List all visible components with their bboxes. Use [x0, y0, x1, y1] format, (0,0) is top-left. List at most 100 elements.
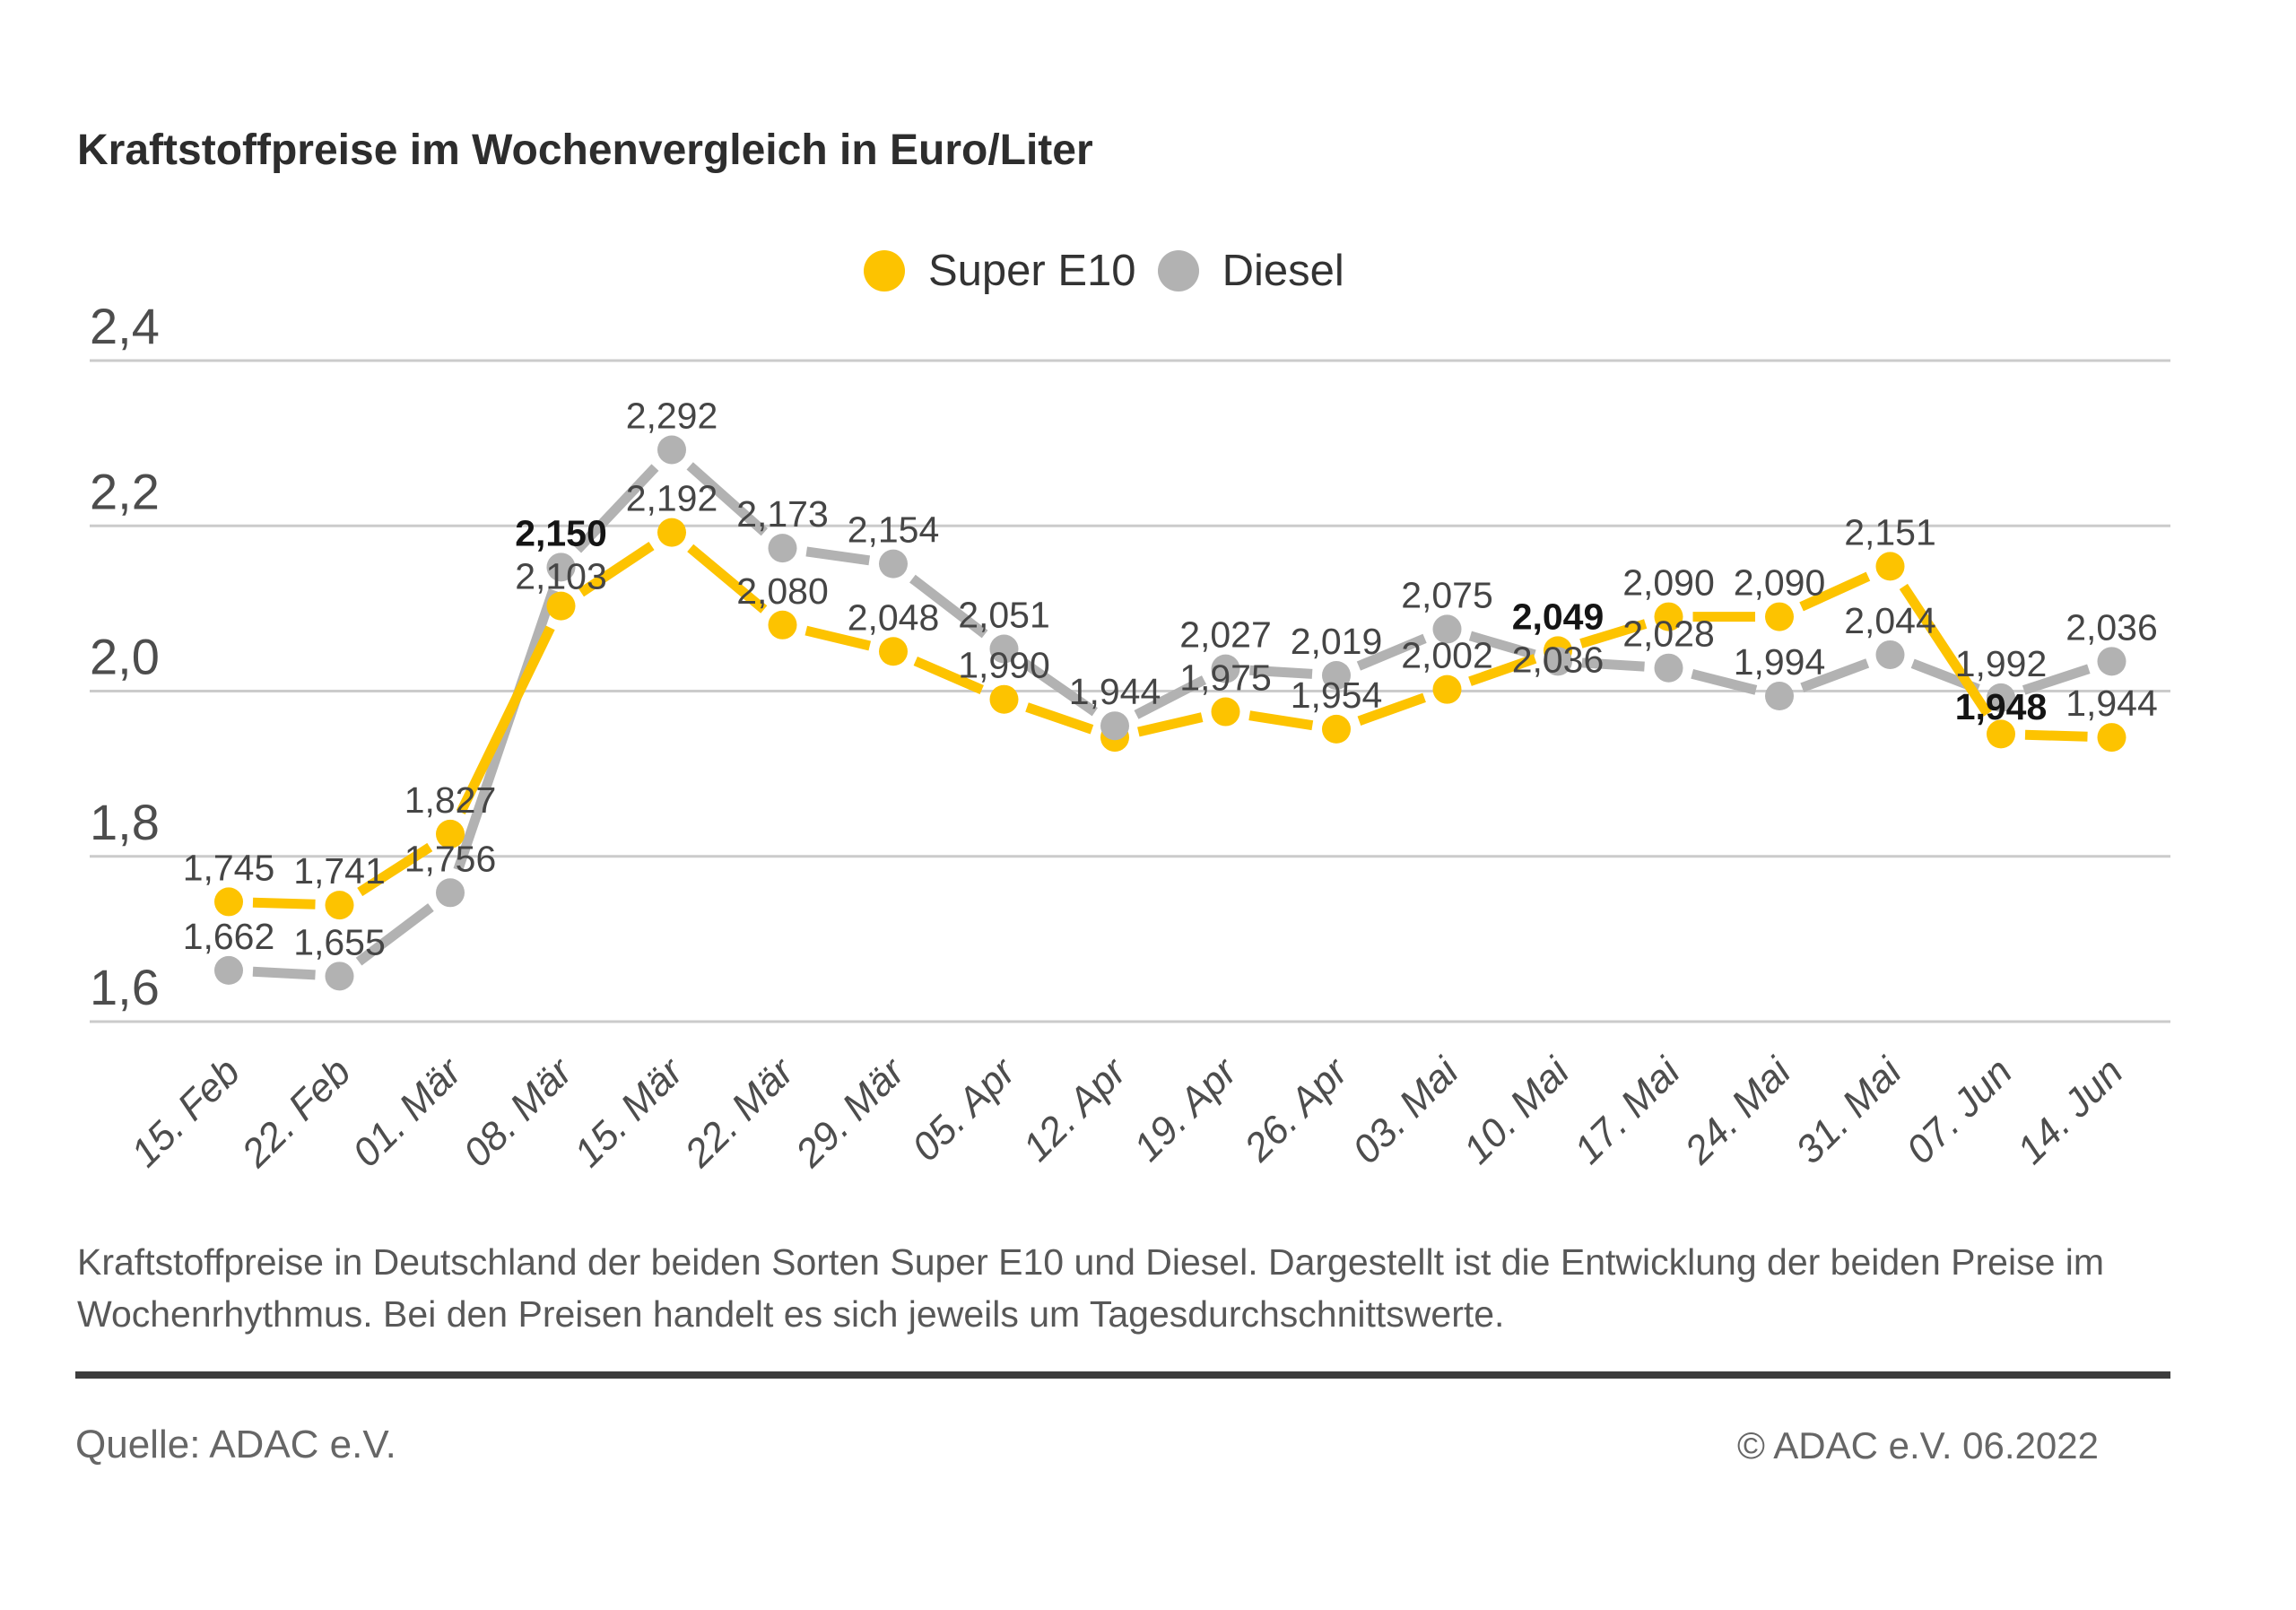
x-axis-label: 29. Mär	[787, 1049, 914, 1176]
data-point-label: 2,103	[515, 555, 607, 596]
x-axis-label: 31. Mai	[1787, 1049, 1911, 1173]
series-segment-diesel	[909, 574, 988, 639]
series-segment-diesel	[1691, 669, 1758, 695]
legend-marker-diesel-icon	[1157, 250, 1199, 292]
series-segment-diesel	[2022, 664, 2091, 695]
data-point-label: 2,028	[1622, 614, 1715, 655]
series-segment-super-e10	[1137, 712, 1204, 737]
data-point-diesel	[768, 534, 797, 563]
data-point-label: 1,990	[958, 645, 1050, 686]
series-segment-diesel	[686, 462, 768, 536]
series-segment-super-e10	[1025, 702, 1094, 735]
data-point-diesel	[1211, 654, 1240, 683]
legend-label-diesel: Diesel	[1222, 247, 1344, 295]
data-point-label: 1,954	[1291, 674, 1383, 716]
data-point-label: 2,051	[958, 595, 1050, 636]
data-point-super-e10	[1211, 697, 1240, 727]
data-point-label: 1,741	[293, 850, 386, 892]
series-segment-super-e10	[687, 544, 768, 614]
data-point-label: 2,048	[848, 596, 940, 638]
series-segment-super-e10	[578, 541, 655, 597]
data-point-diesel	[657, 435, 686, 465]
legend-item-super-e10: Super E10	[864, 246, 1136, 296]
x-axis-label: 07. Jun	[1898, 1049, 2021, 1172]
x-axis-label: 22. Mär	[676, 1049, 804, 1176]
data-point-label: 1,944	[2066, 683, 2158, 724]
data-point-label: 2,044	[1844, 600, 1936, 641]
data-point-label: 2,075	[1401, 574, 1493, 615]
x-axis-label: 14. Jun	[2009, 1049, 2132, 1172]
data-point-label: 1,994	[1734, 641, 1826, 683]
series-segment-diesel	[1356, 633, 1427, 671]
x-axis-label: 15. Feb	[123, 1049, 248, 1175]
x-axis-label: 19. Apr	[1126, 1049, 1247, 1170]
data-point-label: 2,080	[736, 570, 829, 612]
source-credit: Quelle: ADAC e.V.	[75, 1423, 396, 1466]
chart-title: Kraftstoffpreise im Wochenvergleich in E…	[77, 126, 1093, 174]
data-point-label: 2,027	[1179, 614, 1272, 656]
data-point-label: 1,655	[293, 921, 386, 962]
legend-marker-super-e10-icon	[864, 250, 905, 292]
data-point-diesel	[2097, 647, 2126, 676]
data-point-diesel	[1100, 711, 1129, 741]
chart-description: Kraftstoffpreise in Deutschland der beid…	[77, 1236, 2176, 1340]
data-point-label: 1,756	[404, 838, 497, 879]
data-point-label: 2,292	[626, 395, 718, 436]
legend: Super E10 Diesel	[864, 246, 1344, 296]
data-point-super-e10	[1432, 674, 1462, 704]
x-axis-label: 22. Feb	[233, 1049, 360, 1176]
series-segment-diesel	[252, 966, 316, 980]
series-segment-diesel	[355, 903, 434, 966]
y-axis-tick-label: 2,4	[90, 298, 160, 354]
data-point-super-e10	[1654, 602, 1683, 631]
data-point-label: 2,036	[1512, 639, 1605, 680]
x-axis-label: 03. Mai	[1344, 1049, 1468, 1173]
data-point-label: 2,151	[1844, 511, 1936, 553]
y-axis-tick-label: 1,8	[90, 794, 160, 850]
data-point-label: 2,154	[848, 509, 940, 551]
data-point-label: 2,150	[515, 512, 607, 553]
data-point-label: 1,745	[183, 847, 275, 888]
series-segment-diesel	[1134, 675, 1207, 719]
x-axis-label: 26. Apr	[1236, 1049, 1358, 1171]
x-axis-label: 10. Mai	[1455, 1049, 1578, 1173]
data-point-super-e10	[325, 891, 354, 920]
legend-label-super-e10: Super E10	[928, 247, 1136, 295]
y-axis-tick-label: 2,2	[90, 463, 160, 519]
x-axis-label: 05. Apr	[904, 1049, 1025, 1170]
series-segment-diesel	[1249, 665, 1313, 679]
data-point-label: 1,992	[1955, 643, 2048, 684]
data-point-label: 2,036	[2066, 606, 2158, 648]
data-point-diesel	[1322, 660, 1351, 690]
data-point-diesel	[1875, 640, 1905, 669]
series-segment-diesel	[1800, 658, 1870, 692]
series-segment-super-e10	[1357, 692, 1426, 726]
chart-description-line-2: Wochenrhythmus. Bei den Preisen handelt …	[77, 1293, 1505, 1335]
data-point-super-e10	[879, 637, 908, 666]
series-segment-super-e10	[1468, 654, 1537, 686]
data-point-super-e10	[214, 887, 243, 917]
series-segment-super-e10	[456, 625, 555, 814]
data-point-super-e10	[1875, 552, 1905, 581]
data-point-diesel	[546, 553, 576, 582]
data-point-super-e10	[2097, 723, 2126, 753]
data-point-diesel	[1432, 614, 1462, 644]
series-segment-super-e10	[357, 842, 433, 897]
series-segment-super-e10	[1579, 619, 1648, 648]
data-point-diesel	[989, 634, 1019, 664]
data-point-super-e10	[1322, 714, 1351, 744]
data-point-label: 2,019	[1291, 621, 1383, 662]
series-segment-diesel	[1468, 631, 1536, 660]
series-segment-diesel	[574, 464, 659, 553]
series-segment-diesel	[805, 546, 871, 566]
data-point-diesel	[1765, 682, 1794, 711]
data-point-label: 2,173	[736, 493, 829, 535]
series-segment-super-e10	[1899, 583, 1992, 717]
series-segment-super-e10	[913, 656, 984, 695]
series-segment-super-e10	[252, 897, 316, 909]
data-point-diesel	[325, 962, 354, 991]
data-point-label: 1,975	[1179, 657, 1272, 699]
y-axis-tick-label: 2,0	[90, 629, 160, 685]
